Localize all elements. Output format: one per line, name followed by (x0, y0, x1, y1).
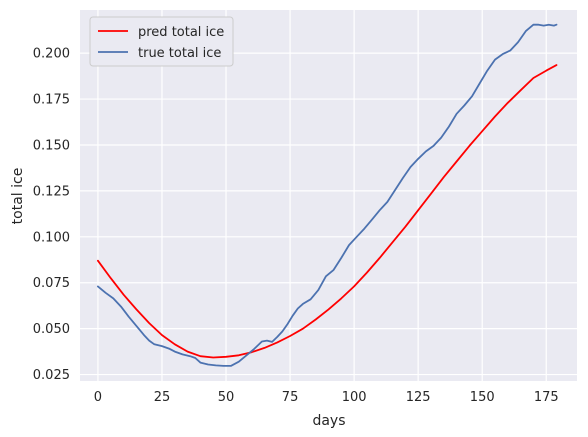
x-axis-label: days (312, 413, 345, 429)
y-tick-label: 0.050 (33, 322, 70, 337)
series-line-pred-total-ice (97, 64, 558, 359)
x-tick-label: 75 (282, 390, 299, 405)
series-line-true-total-ice (97, 23, 558, 367)
y-tick-label: 0.100 (33, 230, 70, 245)
y-tick-label: 0.125 (33, 184, 70, 199)
axis-ticks: 0 25 50 75 100 125 150 175 0.025 0.050 0.075 0.100 0… (33, 47, 559, 405)
plot-background (80, 10, 577, 381)
legend-label-true: true total ice (138, 46, 221, 61)
y-tick-label: 0.200 (33, 47, 70, 62)
x-tick-label: 50 (218, 390, 235, 405)
y-tick-label: 0.175 (33, 93, 70, 108)
legend-label-pred: pred total ice (138, 25, 224, 40)
legend: pred total ice true total ice (89, 16, 234, 67)
x-tick-label: 175 (534, 390, 559, 405)
x-tick-label: 0 (94, 390, 102, 405)
x-tick-label: 125 (406, 390, 431, 405)
legend-box (89, 16, 234, 67)
y-tick-label: 0.150 (33, 138, 70, 153)
y-tick-label: 0.075 (33, 276, 70, 291)
y-axis-label: total ice (10, 168, 26, 225)
x-tick-label: 100 (342, 390, 367, 405)
grid-lines (80, 10, 577, 381)
y-tick-label: 0.025 (33, 368, 70, 383)
x-tick-label: 150 (470, 390, 495, 405)
x-tick-label: 25 (154, 390, 171, 405)
series-lines (97, 23, 558, 367)
